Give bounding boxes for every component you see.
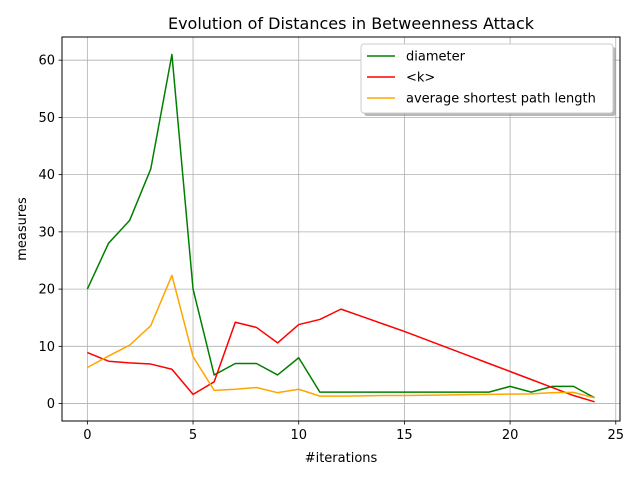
legend: diameter <k> average shortest path length: [360, 43, 616, 116]
x-tick-label: 15: [396, 428, 413, 443]
y-tick-label: 20: [38, 283, 55, 298]
y-tick-label: 50: [38, 111, 55, 126]
legend-label: average shortest path length: [406, 92, 596, 107]
series-line-2: [87, 274, 595, 399]
x-tick-label: 5: [189, 428, 197, 443]
plot-frame: [61, 36, 621, 422]
x-tick-label: 20: [502, 428, 519, 443]
chart-title: Evolution of Distances in Betweenness At…: [168, 14, 535, 33]
x-tick-label: 10: [290, 428, 307, 443]
series-layer: [86, 53, 595, 403]
y-tick-label: 40: [38, 168, 55, 183]
axis-ticks: 0 5 10 15 20 25 0 10 20 30 40 50 60: [38, 54, 624, 443]
legend-label: <k>: [406, 71, 435, 86]
series-line-0: [86, 53, 595, 399]
y-tick-label: 0: [47, 397, 55, 412]
x-tick-label: 25: [607, 428, 624, 443]
x-axis-label: #iterations: [305, 451, 378, 466]
legend-label: diameter: [406, 50, 466, 65]
series-line-1: [87, 308, 595, 403]
y-tick-label: 30: [38, 225, 55, 240]
y-tick-label: 10: [38, 340, 55, 355]
x-tick-label: 0: [83, 428, 91, 443]
y-axis-label: measures: [15, 197, 30, 261]
y-tick-label: 60: [38, 54, 55, 69]
legend-box: [360, 43, 614, 114]
